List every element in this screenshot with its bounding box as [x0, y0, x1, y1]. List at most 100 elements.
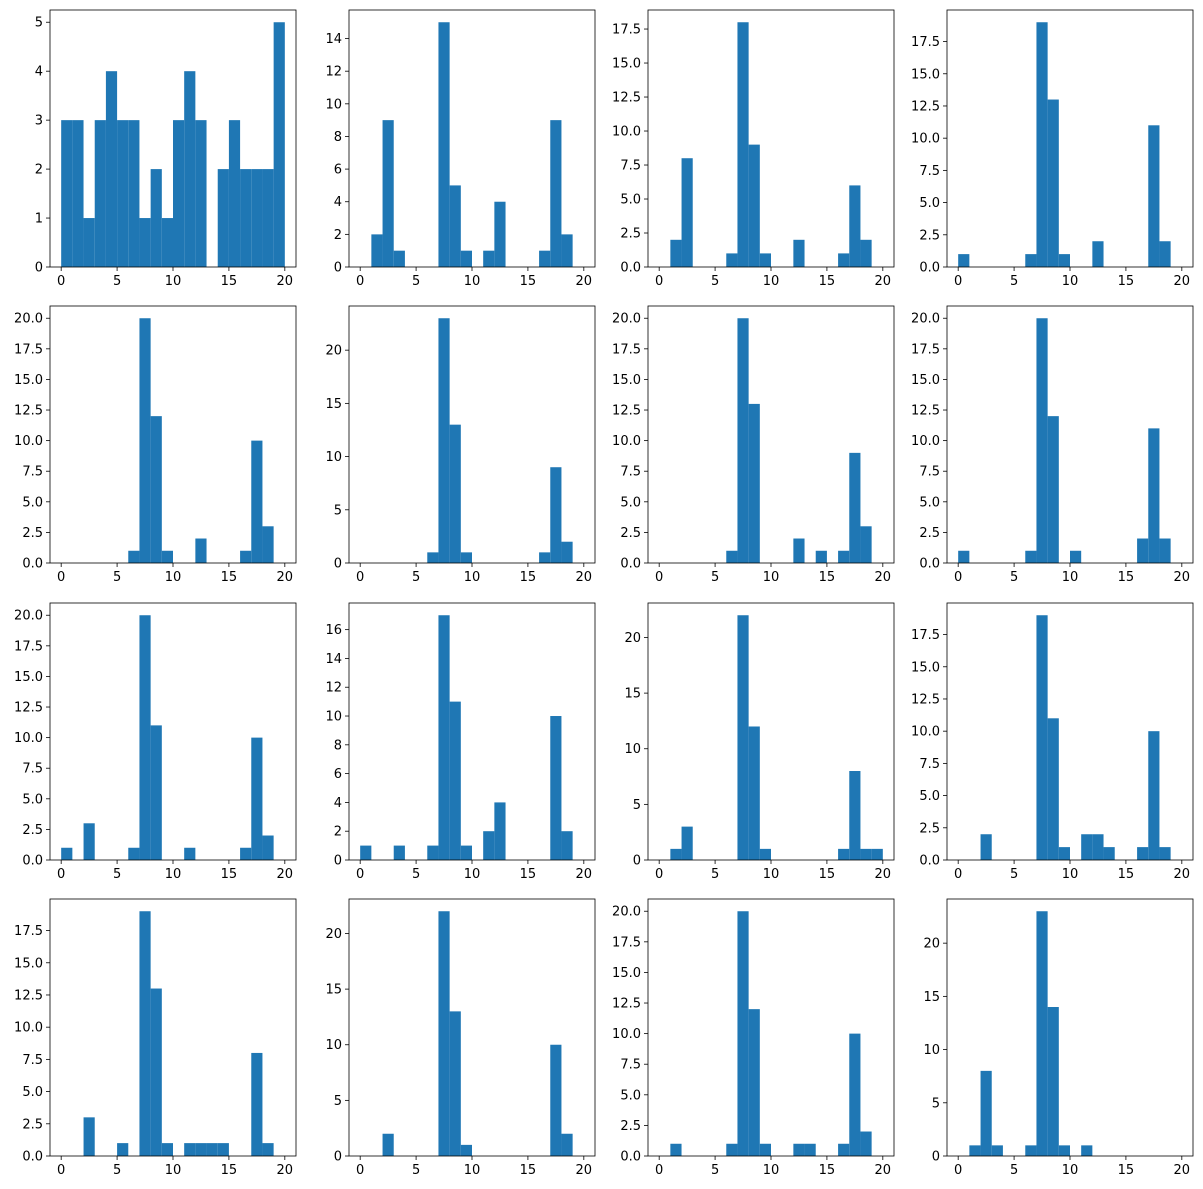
- histogram-bars: [427, 318, 573, 563]
- x-tick-label: 0: [954, 1163, 962, 1178]
- histogram-bar: [958, 254, 970, 267]
- x-axis: 0 5 10 15 20: [356, 267, 592, 289]
- x-tick-label: 10: [763, 274, 780, 289]
- histogram-bar: [382, 1133, 394, 1156]
- y-tick-label: 17.5: [612, 23, 641, 38]
- histogram-bar: [150, 169, 162, 267]
- y-tick-label: 10.0: [911, 132, 940, 147]
- x-tick-label: 15: [819, 570, 836, 585]
- histogram-bar: [139, 318, 151, 563]
- histogram-bar: [262, 1143, 274, 1156]
- histogram-bars: [382, 911, 573, 1156]
- histogram-bar: [1148, 125, 1160, 267]
- x-tick-label: 0: [655, 274, 663, 289]
- histogram-bar: [748, 403, 760, 563]
- histogram-bar: [1159, 847, 1171, 860]
- y-tick-label: 2.5: [22, 1117, 43, 1132]
- y-axis: 0 2 4 6 8 10 12 14 16: [325, 623, 349, 869]
- histogram-bar: [681, 158, 693, 267]
- histogram-bar: [815, 550, 827, 563]
- x-tick-label: 15: [1118, 274, 1135, 289]
- x-tick-label: 0: [356, 1163, 364, 1178]
- y-axis: 0.0 2.5 5.0 7.5 10.0 12.5 15.0 17.5 20.0: [612, 905, 648, 1165]
- histogram-bar: [217, 169, 229, 267]
- histogram-bar: [1047, 1007, 1059, 1156]
- x-tick-label: 10: [1062, 274, 1079, 289]
- x-tick-label: 20: [875, 867, 892, 882]
- histogram-bar: [838, 550, 850, 563]
- y-tick-label: 0.0: [620, 261, 641, 276]
- histogram-bar: [1036, 911, 1048, 1156]
- y-tick-label: 16: [325, 623, 342, 638]
- y-tick-label: 6: [334, 767, 342, 782]
- histogram-bar: [494, 201, 506, 267]
- histogram-bar: [1137, 538, 1149, 563]
- x-tick-label: 20: [875, 274, 892, 289]
- y-tick-label: 10.0: [612, 125, 641, 140]
- y-tick-label: 10: [624, 742, 641, 757]
- x-tick-label: 15: [819, 1163, 836, 1178]
- histogram-bar: [427, 552, 439, 563]
- y-tick-label: 8: [334, 738, 342, 753]
- x-tick-label: 10: [763, 867, 780, 882]
- y-axis: 0 5 10 15 20: [624, 631, 648, 869]
- histogram-bar: [273, 22, 285, 267]
- y-tick-label: 10.0: [14, 731, 43, 746]
- x-axis: 0 5 10 15 20: [954, 563, 1190, 585]
- y-tick-label: 15.0: [14, 373, 43, 388]
- y-axis: 0 1 2 3 4 5: [35, 16, 50, 276]
- y-tick-label: 20.0: [612, 905, 641, 920]
- y-axis: 0 5 10 15 20: [325, 927, 349, 1165]
- histogram-bar: [1036, 318, 1048, 563]
- y-tick-label: 15.0: [911, 660, 940, 675]
- y-tick-label: 10.0: [911, 434, 940, 449]
- y-tick-label: 12.5: [911, 692, 940, 707]
- histogram-bars: [670, 911, 872, 1156]
- histogram-bar: [139, 218, 151, 267]
- histogram-bar: [393, 845, 405, 860]
- y-tick-label: 20.0: [911, 312, 940, 327]
- y-axis: 0.0 2.5 5.0 7.5 10.0 12.5 15.0 17.5 20.0: [612, 312, 648, 572]
- y-tick-label: 5.0: [919, 196, 940, 211]
- y-tick-label: 10.0: [612, 434, 641, 449]
- histogram-bar: [117, 1143, 129, 1156]
- y-tick-label: 20.0: [14, 609, 43, 624]
- y-axis: 0.0 2.5 5.0 7.5 10.0 12.5 15.0 17.5 20.0: [14, 609, 50, 869]
- y-tick-label: 15.0: [14, 670, 43, 685]
- y-tick-label: 2.5: [620, 526, 641, 541]
- histogram-bar: [991, 1145, 1003, 1156]
- y-tick-label: 0: [633, 854, 641, 869]
- x-tick-label: 20: [576, 867, 593, 882]
- y-tick-label: 10: [325, 1038, 342, 1053]
- y-tick-label: 15: [923, 990, 940, 1005]
- x-tick-label: 15: [520, 274, 537, 289]
- y-tick-label: 20: [325, 344, 342, 359]
- histogram-bar: [838, 848, 850, 860]
- x-tick-label: 20: [277, 867, 294, 882]
- histogram-bar: [139, 911, 151, 1156]
- histogram-bar: [860, 1131, 872, 1156]
- y-tick-label: 15.0: [911, 67, 940, 82]
- histogram-bar: [969, 1145, 981, 1156]
- y-axis: 0.0 2.5 5.0 7.5 10.0 12.5 15.0 17.5 20.0: [911, 312, 947, 572]
- histogram-bar: [958, 550, 970, 563]
- y-tick-label: 10.0: [14, 434, 43, 449]
- y-tick-label: 0: [334, 261, 342, 276]
- histogram-bar: [849, 452, 861, 563]
- histogram-bar: [670, 848, 682, 860]
- x-tick-label: 20: [277, 274, 294, 289]
- x-tick-label: 10: [464, 1163, 481, 1178]
- y-tick-label: 15: [624, 687, 641, 702]
- histogram-bar: [251, 1052, 263, 1156]
- histogram-bar: [793, 1143, 805, 1156]
- y-tick-label: 12: [325, 65, 342, 80]
- y-tick-label: 0.0: [919, 557, 940, 572]
- y-tick-label: 5: [334, 503, 342, 518]
- x-tick-label: 10: [1062, 570, 1079, 585]
- histogram-bar: [117, 120, 129, 267]
- x-tick-label: 15: [520, 867, 537, 882]
- histogram-bar: [737, 318, 749, 563]
- x-axis: 0 5 10 15 20: [57, 267, 293, 289]
- histogram-bar: [438, 22, 450, 267]
- x-tick-label: 15: [520, 1163, 537, 1178]
